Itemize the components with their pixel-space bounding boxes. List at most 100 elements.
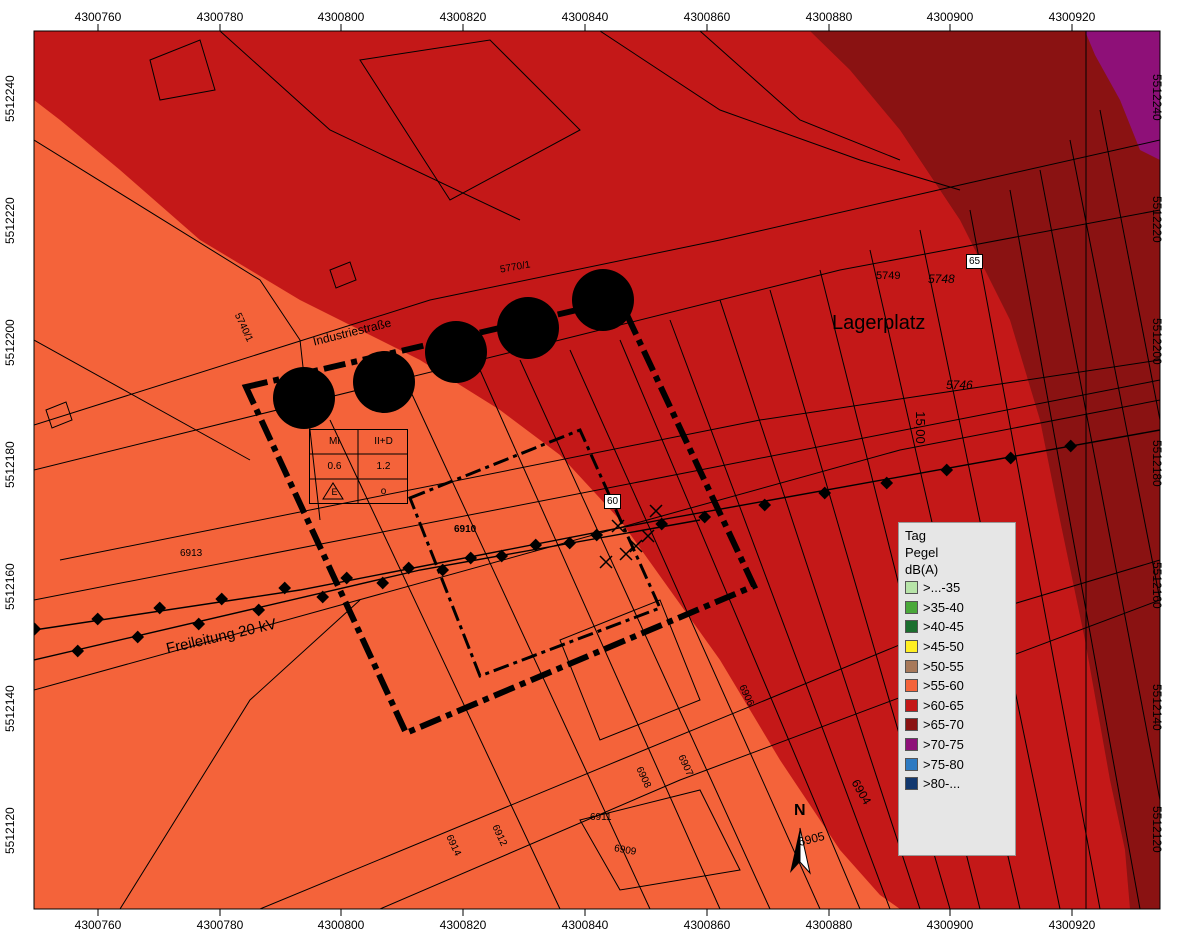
legend-swatch (905, 659, 918, 673)
x-tick-label: 4300780 (196, 918, 244, 932)
x-tick-label: 4300880 (805, 918, 853, 932)
zoning-construction: o (380, 486, 387, 497)
legend-swatch (905, 738, 918, 752)
x-tick-label: 4300820 (439, 10, 487, 24)
legend-swatch (905, 679, 918, 693)
y-tick-label: 5512200 (3, 319, 17, 366)
contour-label: 65 (966, 254, 984, 269)
noise-barrier-circles (273, 269, 634, 429)
x-tick-label: 4300880 (805, 10, 853, 24)
x-tick-label: 4300840 (561, 10, 609, 24)
legend-item: >80-... (905, 774, 1009, 794)
area-label: Lagerplatz (832, 312, 926, 334)
x-tick-label: 4300920 (1048, 918, 1096, 932)
legend-swatch (905, 718, 918, 732)
zoning-storeys: II+D (374, 436, 393, 447)
x-tick-label: 4300760 (74, 10, 122, 24)
x-tick-label: 4300800 (317, 918, 365, 932)
parcel-label: 5748 (928, 272, 955, 286)
zoning-table: MI II+D 0.6 1.2 E o (309, 429, 408, 504)
legend: Tag Pegel dB(A) >...-35 >35-40 >40-45 >45-5… (898, 522, 1016, 856)
dimension-label: 15,00 (912, 411, 928, 444)
parcel-label: 6911 (590, 812, 612, 823)
legend-item: >35-40 (905, 598, 1009, 618)
legend-label: >80-... (923, 776, 961, 792)
legend-item: >50-55 (905, 656, 1009, 676)
tick-marks (97, 24, 1073, 916)
parcel-label: 5749 (876, 270, 901, 282)
y-tick-label: 5512220 (1150, 196, 1164, 243)
legend-swatch (905, 640, 918, 654)
legend-label: >60-65 (923, 697, 964, 713)
legend-label: >50-55 (923, 658, 964, 674)
legend-label: >35-40 (923, 599, 964, 615)
x-tick-label: 4300900 (926, 10, 974, 24)
x-tick-label: 4300840 (561, 918, 609, 932)
legend-swatch (905, 757, 918, 771)
legend-swatch (905, 600, 918, 614)
barrier-circle (497, 297, 559, 359)
x-tick-label: 4300860 (683, 918, 731, 932)
parcel-label: 6913 (180, 548, 203, 559)
parcel-label: 5746 (946, 378, 973, 392)
legend-label: >65-70 (923, 717, 964, 733)
x-tick-label: 4300780 (196, 10, 244, 24)
barrier-circle (353, 351, 415, 413)
parcel-label: 6910 (454, 524, 477, 535)
legend-item: >75-80 (905, 754, 1009, 774)
y-tick-label: 5512120 (3, 807, 17, 854)
legend-unit: dB(A) (905, 562, 939, 577)
north-arrow (790, 827, 811, 875)
building-window (408, 428, 663, 678)
y-tick-label: 5512180 (3, 441, 17, 488)
barrier-circle (273, 367, 335, 429)
zoning-grid (309, 429, 408, 504)
legend-title: Tag (905, 528, 926, 543)
y-tick-label: 5512220 (3, 197, 17, 244)
zoning-building-type: E (331, 487, 338, 497)
y-tick-label: 5512200 (1150, 318, 1164, 365)
legend-label: >...-35 (923, 580, 961, 596)
zone-65-70 (810, 31, 1160, 909)
barrier-circle (572, 269, 634, 331)
y-tick-label: 5512140 (3, 685, 17, 732)
north-label: N (794, 802, 806, 819)
legend-swatch (905, 777, 918, 791)
legend-label: >70-75 (923, 737, 964, 753)
legend-items: >...-35 >35-40 >40-45 >45-50 >50-55 >55-60 >60… (905, 578, 1009, 794)
x-tick-label: 4300800 (317, 10, 365, 24)
legend-label: >75-80 (923, 756, 964, 772)
zoning-type: MI (328, 436, 341, 447)
legend-item: >65-70 (905, 715, 1009, 735)
legend-label: >40-45 (923, 619, 964, 635)
contour-label: 60 (604, 494, 622, 509)
legend-label: >55-60 (923, 678, 964, 694)
legend-subtitle: Pegel (905, 545, 939, 560)
zone-60-65 (34, 31, 1160, 909)
x-tick-label: 4300900 (926, 918, 974, 932)
zone-70-75 (1085, 31, 1160, 160)
legend-item: >45-50 (905, 637, 1009, 657)
legend-item: >70-75 (905, 735, 1009, 755)
y-tick-label: 5512240 (1150, 74, 1164, 121)
barrier-circle (425, 321, 487, 383)
legend-swatch (905, 698, 918, 712)
x-tick-label: 4300820 (439, 918, 487, 932)
map-border (33, 30, 1161, 910)
y-tick-label: 5512160 (1150, 562, 1164, 609)
x-tick-label: 4300860 (683, 10, 731, 24)
legend-item: >60-65 (905, 696, 1009, 716)
y-tick-label: 5512140 (1150, 684, 1164, 731)
y-tick-label: 5512120 (1150, 806, 1164, 853)
zoning-grz: 0.6 (327, 461, 342, 472)
x-tick-label: 4300760 (74, 918, 122, 932)
plan-boundary (241, 296, 759, 737)
y-tick-label: 5512180 (1150, 440, 1164, 487)
legend-item: >...-35 (905, 578, 1009, 598)
y-tick-label: 5512160 (3, 563, 17, 610)
legend-label: >45-50 (923, 639, 964, 655)
y-tick-label: 5512240 (3, 75, 17, 122)
legend-item: >40-45 (905, 617, 1009, 637)
